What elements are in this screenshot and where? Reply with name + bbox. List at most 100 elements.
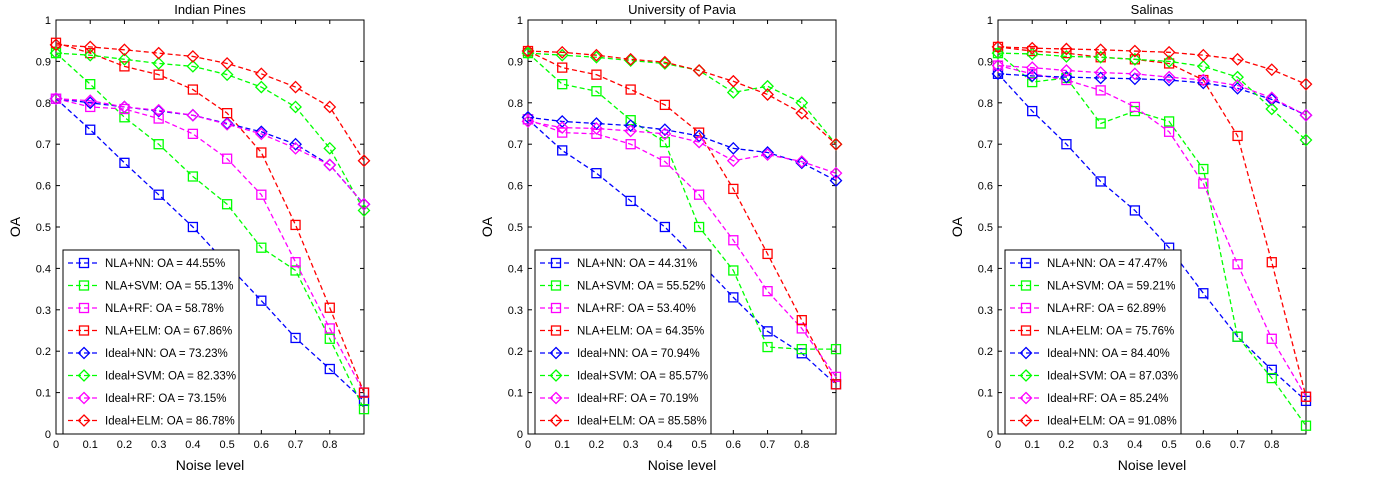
- legend-entry: NLA+ELM: OA = 67.86%: [68, 325, 232, 338]
- chart-title: Salinas: [1131, 2, 1174, 17]
- data-point: [357, 197, 371, 211]
- data-point: [991, 67, 1005, 81]
- legend-label: Ideal+ELM: OA = 91.08%: [1047, 416, 1177, 428]
- legend: NLA+NN: OA = 44.31% NLA+SVM: OA = 55.52% N…: [534, 249, 712, 435]
- chart-title: Indian Pines: [174, 2, 246, 17]
- x-tick-label: 0.3: [1093, 439, 1108, 451]
- data-point: [1198, 178, 1209, 189]
- data-point: [152, 46, 166, 60]
- y-tick-label: 0.9: [508, 56, 523, 68]
- data-point: [795, 155, 809, 169]
- y-tick-label: 1: [45, 15, 51, 27]
- legend-marker: [78, 325, 90, 336]
- data-point: [221, 153, 233, 164]
- legend-label: NLA+NN: OA = 44.55%: [105, 258, 225, 270]
- data-point: [728, 265, 739, 276]
- data-point: [221, 199, 233, 210]
- y-tick-label: 0.2: [978, 346, 993, 358]
- data-point: [591, 86, 602, 97]
- data-point: [153, 113, 164, 124]
- legend-entry: Ideal+RF: OA = 73.15%: [68, 391, 226, 405]
- y-tick-label: 0.1: [508, 388, 523, 400]
- data-point: [625, 139, 636, 150]
- x-tick-label: 0.2: [589, 439, 604, 451]
- data-point: [1198, 288, 1209, 299]
- series-1: [50, 47, 370, 415]
- data-point: [1128, 52, 1142, 66]
- legend-entry: Ideal+ELM: OA = 91.08%: [1010, 414, 1177, 428]
- y-tick-label: 0.7: [508, 139, 523, 151]
- data-point: [830, 379, 842, 390]
- data-point: [187, 171, 199, 182]
- data-point: [1232, 259, 1243, 270]
- data-point: [186, 108, 200, 122]
- data-point: [1231, 52, 1244, 66]
- x-tick-label: 0.4: [185, 439, 200, 451]
- legend-marker: [77, 346, 91, 360]
- data-point: [357, 204, 371, 217]
- y-tick-label: 0.9: [36, 56, 51, 68]
- y-tick-label: 0: [987, 429, 993, 441]
- y-tick-label: 0.6: [508, 181, 523, 193]
- data-point: [49, 46, 63, 60]
- series-line: [55, 52, 365, 410]
- data-point: [625, 195, 636, 207]
- legend-marker: [1020, 257, 1032, 269]
- data-point: [187, 221, 199, 233]
- legend-entry: NLA+ELM: OA = 75.76%: [1010, 325, 1174, 338]
- x-tick-label: 0.4: [1127, 439, 1142, 451]
- data-point: [254, 127, 268, 141]
- data-point: [83, 94, 97, 108]
- data-point: [152, 57, 166, 70]
- data-point: [83, 40, 97, 54]
- y-tick-label: 0.4: [36, 263, 51, 275]
- series-4: [521, 110, 843, 188]
- data-point: [692, 129, 706, 143]
- data-point: [256, 189, 267, 200]
- data-point: [1299, 133, 1313, 147]
- data-point: [1266, 257, 1277, 268]
- data-point: [220, 68, 234, 82]
- series-line: [997, 52, 1307, 141]
- x-tick-label: 0.7: [288, 439, 303, 451]
- data-point: [726, 86, 740, 99]
- data-point: [1266, 333, 1277, 344]
- legend-entry: NLA+SVM: OA = 55.13%: [68, 280, 234, 293]
- data-point: [324, 363, 335, 375]
- series-line: [55, 98, 365, 205]
- data-point: [324, 302, 335, 313]
- x-tick-label: 0: [525, 439, 531, 451]
- data-point: [254, 67, 268, 81]
- data-point: [590, 122, 603, 135]
- y-tick-label: 1: [517, 15, 523, 27]
- data-point: [83, 96, 97, 110]
- data-point: [658, 55, 672, 69]
- legend-marker: [549, 369, 563, 382]
- data-point: [728, 183, 739, 195]
- x-tick-label: 0.8: [794, 439, 809, 451]
- data-point: [1027, 76, 1038, 88]
- data-point: [726, 154, 740, 168]
- data-point: [555, 115, 569, 128]
- legend-entry: NLA+ELM: OA = 64.35%: [540, 325, 704, 338]
- data-point: [1060, 70, 1073, 84]
- legend-label: Ideal+ELM: OA = 86.78%: [105, 416, 235, 428]
- data-point: [118, 52, 131, 66]
- series-line: [527, 50, 837, 145]
- legend-entry: Ideal+NN: OA = 70.94%: [540, 346, 700, 360]
- legend-label: Ideal+NN: OA = 73.23%: [105, 348, 228, 360]
- y-tick-label: 0.5: [36, 222, 51, 234]
- data-point: [1232, 331, 1243, 342]
- data-point: [220, 117, 234, 131]
- data-point: [1163, 126, 1175, 137]
- y-axis-label: OA: [7, 216, 23, 237]
- x-tick-label: 0.8: [322, 439, 337, 451]
- series-line: [997, 73, 1307, 402]
- data-point: [522, 114, 534, 125]
- data-point: [762, 326, 773, 337]
- data-point: [761, 88, 774, 101]
- legend-label: NLA+NN: OA = 44.31%: [577, 258, 697, 270]
- series-line: [55, 52, 365, 211]
- data-point: [1299, 77, 1313, 91]
- data-point: [1095, 118, 1106, 129]
